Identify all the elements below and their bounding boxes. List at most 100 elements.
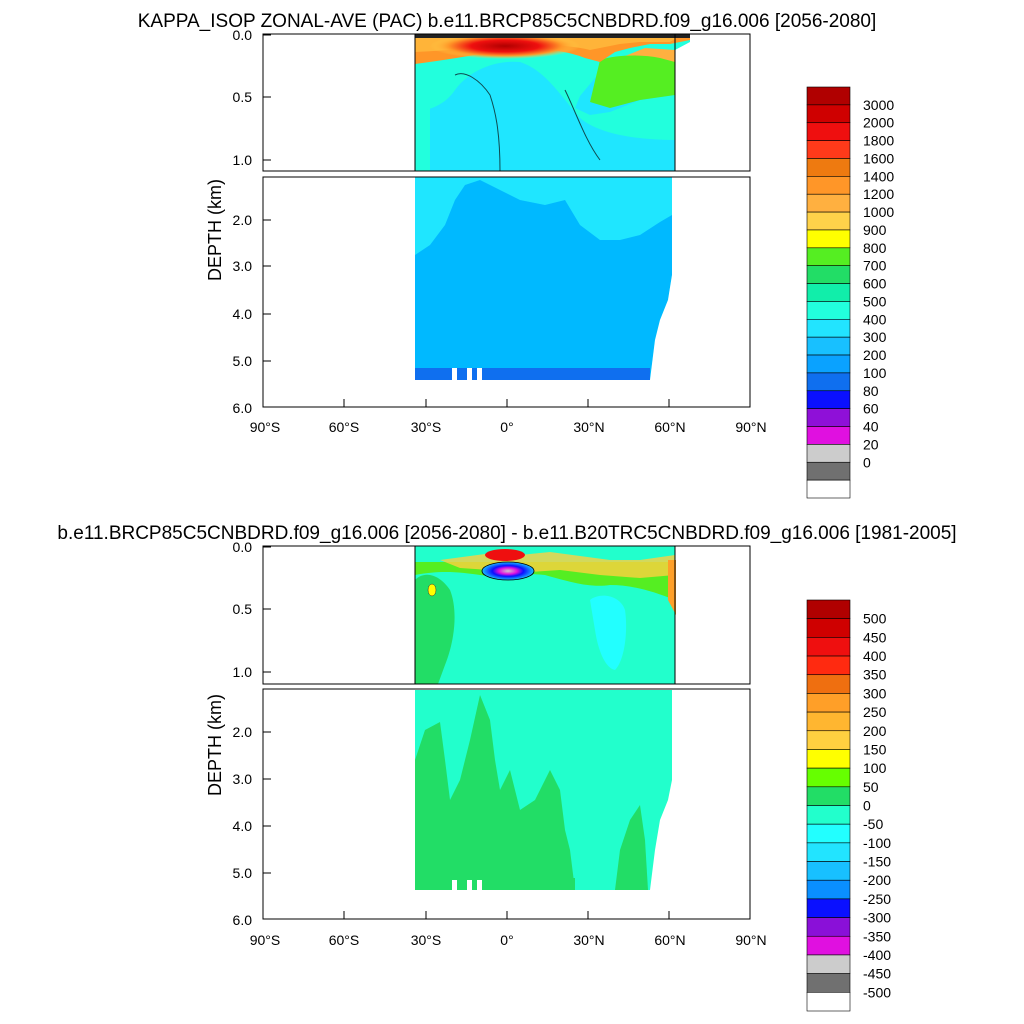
upper-field-top [414, 33, 690, 172]
colorbar-level-label: 1000 [863, 204, 894, 220]
colorbar-swatch [806, 122, 851, 141]
colorbar-swatch [806, 879, 851, 900]
lower-field-top [415, 177, 700, 380]
colorbar-level-label: -450 [863, 966, 891, 982]
colorbar-swatch [806, 372, 851, 392]
colorbar-level-label: 300 [863, 685, 887, 701]
y-tick-label: 5.0 [233, 353, 253, 369]
y-tick-label: 6.0 [233, 400, 253, 416]
colorbar-swatch [806, 992, 851, 1012]
colorbar-level-label: 350 [863, 667, 887, 683]
y-tick-label: 2.0 [233, 212, 253, 228]
x-tick-label: 30°S [411, 419, 442, 435]
colorbar-swatch [806, 479, 851, 499]
upper-axes-frame-top [262, 33, 751, 172]
y-tick-label: 1.0 [233, 664, 253, 680]
colorbar-level-label: -150 [863, 854, 891, 870]
colorbar-swatch [806, 655, 851, 676]
colorbar-swatch [806, 898, 851, 918]
colorbar-swatch [806, 954, 851, 974]
y-axis-label-top: DEPTH (km) [205, 179, 225, 281]
colorbar-swatch [806, 823, 851, 844]
y-axis-bottom: 0.0 0.5 1.0 2.0 3.0 4.0 5.0 6.0 [233, 539, 271, 928]
x-tick-label: 30°S [411, 932, 442, 948]
y-tick-label: 0.0 [233, 539, 253, 555]
colorbar-level-label: 0 [863, 454, 871, 470]
colorbar-level-label: 1400 [863, 168, 894, 184]
colorbar-level-label: 300 [863, 329, 887, 345]
colorbar-level-label: 3000 [863, 97, 894, 113]
colorbar-swatch [806, 935, 851, 956]
x-tick-label: 60°S [329, 419, 360, 435]
x-axis-top: 90°S 60°S 30°S 0° 30°N 60°N 90°N [250, 399, 767, 435]
colorbar-swatch [806, 86, 851, 106]
colorbar-swatch [806, 104, 851, 124]
colorbar-level-label: 0 [863, 798, 871, 814]
colorbar-level-label: -300 [863, 910, 891, 926]
y-tick-label: 3.0 [233, 258, 253, 274]
x-tick-label: 90°N [735, 419, 766, 435]
colorbar-swatch [806, 336, 851, 356]
upper-field-bottom [414, 545, 676, 685]
y-axis-label-bottom: DEPTH (km) [205, 694, 225, 796]
x-tick-label: 90°S [250, 932, 281, 948]
colorbar-level-label: 500 [863, 611, 887, 627]
x-tick-label: 60°N [654, 932, 685, 948]
colorbar-level-label: 150 [863, 741, 887, 757]
panel-top: KAPPA_ISOP ZONAL-AVE (PAC) b.e11.BRCP85C… [138, 11, 894, 499]
x-tick-label: 30°N [573, 932, 604, 948]
colorbar-level-label: 800 [863, 240, 887, 256]
colorbar-swatch [806, 749, 851, 769]
x-axis-bottom: 90°S 60°S 30°S 0° 30°N 60°N 90°N [250, 911, 767, 948]
colorbar-swatch [806, 408, 851, 427]
colorbar-swatch [806, 301, 851, 320]
x-tick-label: 60°S [329, 932, 360, 948]
colorbar-swatch [806, 842, 851, 862]
colorbar-swatch [806, 176, 851, 195]
panel-bottom: b.e11.BRCP85C5CNBDRD.f09_g16.006 [2056-2… [57, 523, 957, 1012]
colorbar-level-label: 100 [863, 365, 887, 381]
colorbar-swatch [806, 140, 851, 159]
colorbar-swatch [806, 426, 851, 445]
colorbar-level-label: 250 [863, 704, 887, 720]
chart-title-top: KAPPA_ISOP ZONAL-AVE (PAC) b.e11.BRCP85C… [138, 11, 877, 32]
colorbar-level-label: -400 [863, 947, 891, 963]
colorbar-level-label: -200 [863, 872, 891, 888]
y-tick-label: 1.0 [233, 152, 253, 168]
colorbar-level-label: 2000 [863, 115, 894, 131]
colorbar-swatch [806, 193, 851, 213]
y-tick-label: 3.0 [233, 771, 253, 787]
colorbar-swatch [806, 211, 851, 231]
colorbar-swatch [806, 229, 851, 249]
y-tick-label: 0.5 [233, 89, 253, 105]
colorbar-level-label: 1800 [863, 133, 894, 149]
colorbar-swatch [806, 318, 851, 338]
colorbar-level-label: 1600 [863, 150, 894, 166]
colorbar-swatch [806, 599, 851, 619]
y-tick-label: 4.0 [233, 818, 253, 834]
colorbar-swatch [806, 461, 851, 481]
y-axis-top: 0.0 0.5 1.0 2.0 3.0 4.0 5.0 6.0 [233, 27, 271, 416]
colorbar-swatch [806, 767, 851, 788]
colorbar-level-label: 500 [863, 293, 887, 309]
colorbar-swatch [806, 861, 851, 881]
colorbar-level-label: 200 [863, 347, 887, 363]
x-tick-label: 90°N [735, 932, 766, 948]
colorbar-level-label: -500 [863, 984, 891, 1000]
colorbar-level-label: -350 [863, 928, 891, 944]
colorbar-level-label: 50 [863, 779, 879, 795]
colorbar-level-label: 80 [863, 383, 879, 399]
colorbar-swatch [806, 693, 851, 713]
colorbar-level-label: -100 [863, 835, 891, 851]
colorbar-swatch [806, 637, 851, 657]
x-tick-label: 0° [500, 932, 513, 948]
colorbar-level-label: 60 [863, 401, 879, 417]
colorbar-level-label: 400 [863, 648, 887, 664]
colorbar-swatch [806, 786, 851, 806]
colorbar-level-label: 100 [863, 760, 887, 776]
colorbar-level-label: 400 [863, 311, 887, 327]
y-tick-label: 0.0 [233, 27, 253, 43]
colorbar-bottom: 500450400350300250200150100500-50-100-15… [806, 599, 891, 1012]
colorbar-swatch [806, 618, 851, 638]
